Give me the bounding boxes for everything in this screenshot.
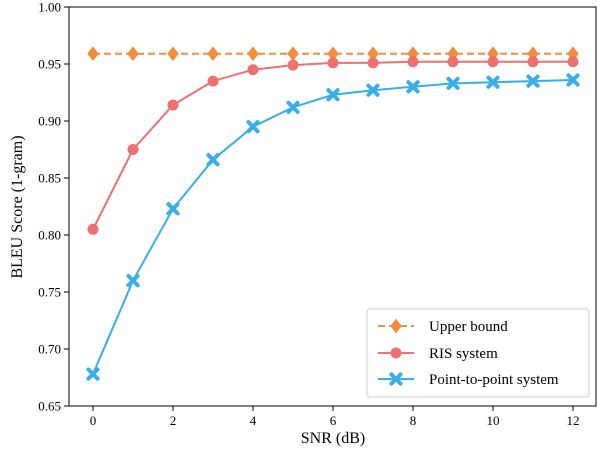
x-marker-stroke xyxy=(246,120,260,134)
data-point xyxy=(487,56,499,68)
data-point xyxy=(207,46,219,62)
data-point xyxy=(247,46,259,62)
x-marker-stroke xyxy=(366,83,380,97)
x-tick-label: 0 xyxy=(90,413,97,428)
x-marker-stroke xyxy=(86,367,100,381)
x-axis-label: SNR (dB) xyxy=(301,430,365,447)
legend-label: Point-to-point system xyxy=(429,372,559,388)
x-marker-stroke xyxy=(566,73,580,87)
y-tick-label: 0.90 xyxy=(38,114,61,129)
legend: Upper bound RIS system Point-to-point syst… xyxy=(366,308,590,398)
x-marker-stroke xyxy=(486,75,500,89)
data-point xyxy=(247,64,259,76)
x-marker-stroke xyxy=(389,372,403,386)
data-point xyxy=(246,120,260,134)
data-point xyxy=(286,100,300,114)
x-marker-stroke xyxy=(166,202,180,216)
data-point xyxy=(566,73,580,87)
data-point xyxy=(366,83,380,97)
y-tick-label: 0.65 xyxy=(38,399,61,414)
data-point xyxy=(406,80,420,94)
x-tick-label: 8 xyxy=(410,413,417,428)
data-point xyxy=(486,75,500,89)
data-point xyxy=(127,144,139,155)
data-point xyxy=(287,59,299,71)
series-line xyxy=(92,60,573,230)
data-point xyxy=(526,74,540,88)
x-marker-stroke xyxy=(206,153,220,167)
y-tick-label: 0.75 xyxy=(38,285,61,300)
legend-box xyxy=(366,308,590,398)
series-1 xyxy=(87,56,579,235)
data-point xyxy=(446,76,460,90)
x-tick-label: 10 xyxy=(487,413,500,428)
series-0 xyxy=(87,46,579,62)
x-marker-stroke xyxy=(446,76,460,90)
legend-marker xyxy=(390,318,402,334)
x-tick-label: 4 xyxy=(250,413,257,428)
data-point xyxy=(206,153,220,167)
x-marker-stroke xyxy=(126,274,140,288)
x-marker-stroke xyxy=(406,80,420,94)
y-tick-label: 0.85 xyxy=(38,171,61,186)
data-point xyxy=(166,202,180,216)
y-tick-label: 0.95 xyxy=(38,57,61,72)
legend-marker xyxy=(389,372,403,386)
x-marker-stroke xyxy=(326,88,340,102)
data-point xyxy=(447,56,459,68)
series-layer xyxy=(86,46,580,381)
x-marker-stroke xyxy=(286,100,300,114)
axes-layer: 0 2 4 6 8 10 12 0.65 0.70 0.75 0.80 0.85 0.90 0.95 1.0… xyxy=(38,0,597,428)
data-point xyxy=(287,46,299,62)
data-point xyxy=(367,57,379,69)
series-2 xyxy=(86,73,580,381)
legend-label: RIS system xyxy=(429,346,498,362)
data-point xyxy=(207,75,219,87)
y-tick-label: 0.70 xyxy=(38,342,61,357)
data-point xyxy=(167,46,179,62)
data-point xyxy=(567,56,579,68)
data-point xyxy=(327,57,339,69)
y-axis-label: BLEU Score (1-gram) xyxy=(9,135,26,278)
x-marker-stroke xyxy=(526,74,540,88)
data-point xyxy=(87,223,99,235)
data-point xyxy=(527,56,539,68)
data-point xyxy=(86,367,100,381)
legend-label: Upper bound xyxy=(429,319,508,335)
data-point xyxy=(127,46,139,62)
data-point xyxy=(167,99,179,111)
legend-marker xyxy=(390,347,402,359)
x-tick-label: 2 xyxy=(170,413,177,428)
data-point xyxy=(87,46,99,62)
x-tick-label: 12 xyxy=(567,413,580,428)
y-tick-label: 0.80 xyxy=(38,228,61,243)
data-point xyxy=(126,274,140,288)
data-point xyxy=(407,56,419,68)
y-tick-label: 1.00 xyxy=(38,0,61,15)
data-point xyxy=(326,88,340,102)
x-tick-label: 6 xyxy=(330,413,337,428)
